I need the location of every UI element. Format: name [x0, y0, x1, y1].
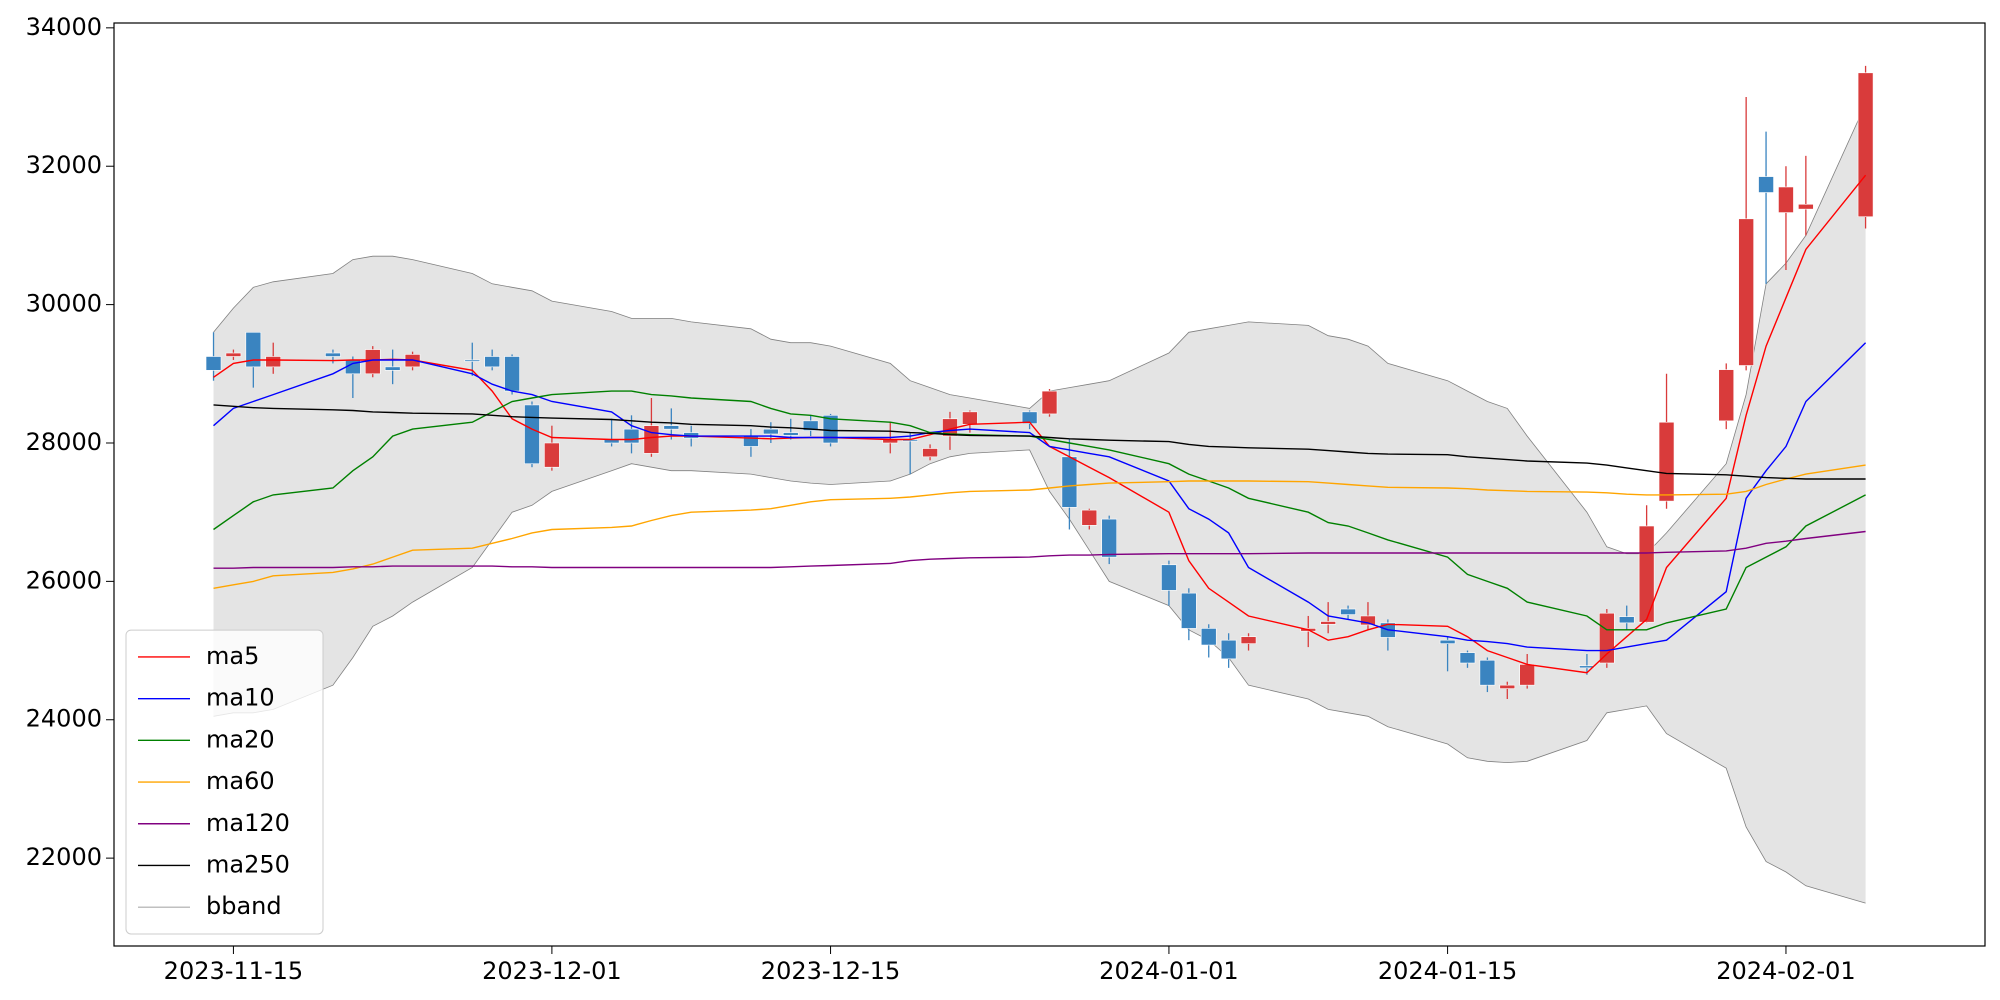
candle-body: [1798, 203, 1814, 210]
candle-body: [1340, 608, 1356, 615]
candle-body: [763, 428, 779, 435]
candle-body: [544, 442, 560, 468]
candle-body: [1181, 592, 1197, 629]
candle-body: [1061, 456, 1078, 508]
candle-body: [1738, 218, 1754, 366]
candle-body: [1758, 176, 1774, 193]
ma-line: [213, 342, 1867, 652]
x-tick-label: 2024-01-15: [1378, 957, 1517, 985]
candle-body: [1161, 564, 1177, 591]
candle-body: [1200, 628, 1217, 646]
y-tick-label: 24000: [26, 705, 102, 733]
candle-body: [922, 448, 938, 458]
candle-body: [464, 359, 481, 362]
candle-body: [822, 415, 839, 444]
candle-body: [962, 411, 978, 425]
ma-line: [213, 390, 1866, 631]
candle-body: [643, 425, 660, 454]
candle-body: [782, 432, 799, 436]
legend-label: ma120: [206, 809, 290, 837]
candle-body: [1658, 421, 1675, 502]
candle-body: [1718, 369, 1735, 422]
y-tick-label: 34000: [26, 13, 102, 41]
plot-frame: [113, 22, 1986, 947]
candle-body: [1081, 509, 1098, 526]
candle-body: [1499, 684, 1516, 689]
x-tick-label: 2023-11-15: [164, 957, 303, 985]
legend-label: ma10: [206, 684, 275, 712]
candle-body: [484, 356, 500, 368]
x-tick-label: 2023-12-15: [761, 957, 900, 985]
y-tick-label: 26000: [26, 566, 102, 594]
legend-label: ma250: [206, 850, 290, 878]
y-tick-label: 22000: [26, 843, 102, 871]
candle-body: [1618, 616, 1635, 624]
candle-body: [623, 428, 640, 444]
candle-body: [1519, 664, 1536, 686]
candle-body: [504, 356, 520, 392]
plot: [205, 65, 1874, 904]
candle-body: [1101, 518, 1118, 558]
candle-body: [265, 356, 282, 368]
y-tick-label: 32000: [26, 151, 102, 179]
candle-body: [1439, 639, 1456, 644]
candle-body: [1579, 665, 1595, 669]
legend-label: bband: [206, 892, 282, 920]
legend-label: ma5: [206, 642, 259, 670]
x-tick-label: 2024-01-01: [1099, 957, 1238, 985]
y-tick-label: 30000: [26, 290, 102, 318]
candle-body: [1041, 390, 1058, 415]
candle-body: [384, 366, 401, 371]
ma-line: [213, 530, 1866, 569]
x-tick-label: 2024-02-01: [1716, 957, 1855, 985]
candle-body: [802, 420, 819, 431]
y-tick-label: 28000: [26, 428, 102, 456]
candle-body: [1220, 639, 1237, 660]
candle-body: [225, 352, 242, 357]
candle-body: [205, 356, 222, 371]
candle-body: [1857, 72, 1874, 218]
ma-line: [213, 464, 1866, 589]
candle-body: [1778, 186, 1794, 213]
legend-label: ma20: [206, 725, 275, 753]
candle-body: [1459, 652, 1476, 664]
legend-label: ma60: [206, 767, 275, 795]
candle-body: [245, 331, 262, 368]
x-tick-label: 2023-12-01: [482, 957, 621, 985]
candle-body: [1240, 636, 1257, 644]
candle-body: [325, 352, 341, 357]
bband-upper: [213, 103, 1866, 555]
bband-fill: [213, 104, 1866, 904]
ma-line: [213, 404, 1866, 480]
ma-line: [213, 174, 1867, 674]
candle-body: [1599, 612, 1615, 664]
candle-body: [663, 425, 680, 430]
legend-box: [125, 629, 324, 935]
candle-body: [1021, 411, 1038, 424]
candle-body: [1320, 621, 1336, 625]
candle-body: [1360, 615, 1376, 626]
candle-body: [1638, 525, 1655, 623]
candle-body: [524, 404, 540, 465]
legend: ma5 ma10 ma20 ma60 ma120 ma250 bband: [125, 629, 324, 935]
candle-body: [364, 349, 381, 375]
candle-body: [1479, 659, 1496, 686]
